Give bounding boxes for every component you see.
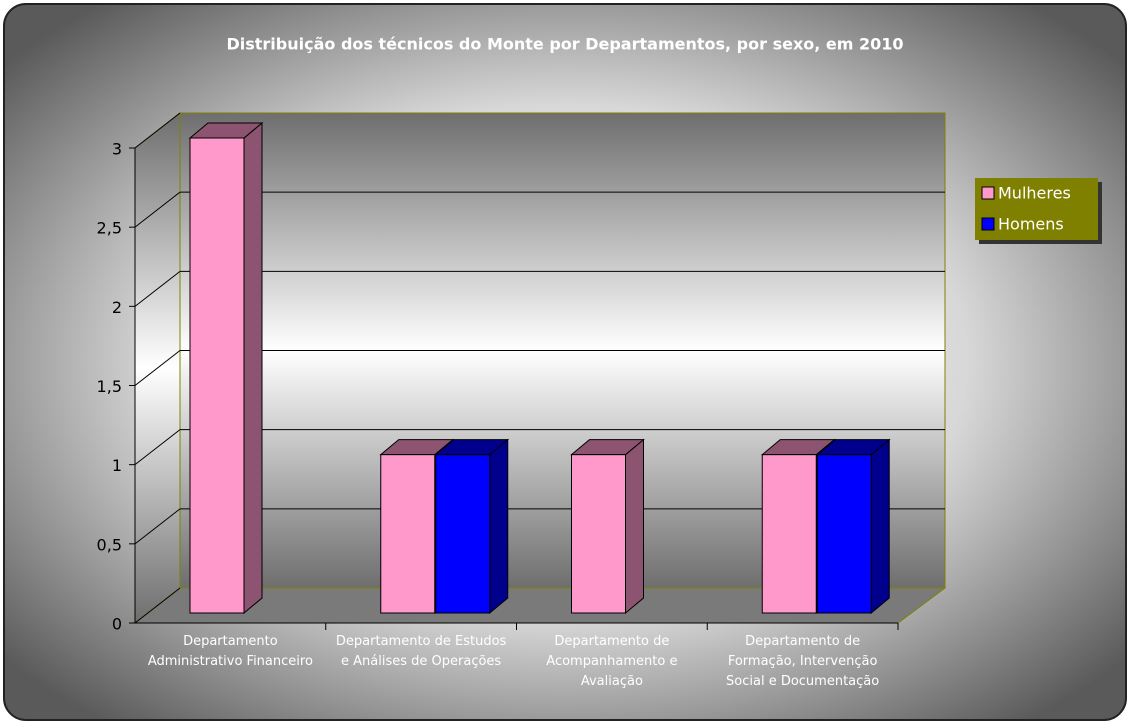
- y-tick-label: 0,5: [97, 535, 122, 554]
- chart-title: Distribuição dos técnicos do Monte por D…: [226, 35, 903, 54]
- x-tick-label: Departamento de Acompanhamento e Avaliaç…: [546, 634, 678, 689]
- bar-front: [380, 454, 436, 614]
- x-tick-label: Departamento de Estudos e Análises de Op…: [335, 634, 507, 669]
- bar-front: [189, 137, 245, 614]
- bar: [434, 438, 510, 615]
- y-tick-label: 1,5: [97, 377, 122, 396]
- side-grid-line: [134, 429, 181, 466]
- legend: [975, 178, 1098, 240]
- bar: [570, 438, 645, 615]
- bar: [815, 438, 891, 615]
- legend-swatch: [981, 186, 995, 200]
- bar: [188, 121, 264, 615]
- side-grid-line: [134, 112, 181, 149]
- y-tick-label: 2: [112, 298, 122, 317]
- bar-front: [816, 454, 872, 614]
- y-tick-label: 2,5: [97, 219, 122, 238]
- legend-label: Homens: [998, 215, 1064, 234]
- y-tick-label: 3: [112, 140, 122, 159]
- side-grid-line: [134, 191, 181, 228]
- bar-front: [761, 454, 817, 614]
- bar-side: [489, 438, 509, 615]
- bar-side: [625, 438, 644, 615]
- side-grid-line: [134, 587, 181, 624]
- x-tick-label: Departamento de Formação, Intervenção So…: [726, 634, 880, 689]
- y-tick-label: 0: [112, 615, 122, 634]
- legend-swatch: [981, 217, 995, 231]
- side-grid-line: [134, 508, 181, 545]
- side-grid-line: [134, 270, 181, 307]
- bar-side: [870, 438, 890, 615]
- x-tick-label: Departamento Administrativo Financeiro: [147, 634, 313, 669]
- y-tick-label: 1: [112, 456, 122, 475]
- side-grid-line: [134, 350, 181, 386]
- bar-front: [435, 454, 491, 614]
- legend-label: Mulheres: [998, 184, 1071, 203]
- bar-side: [243, 121, 263, 615]
- bar-front: [571, 454, 626, 614]
